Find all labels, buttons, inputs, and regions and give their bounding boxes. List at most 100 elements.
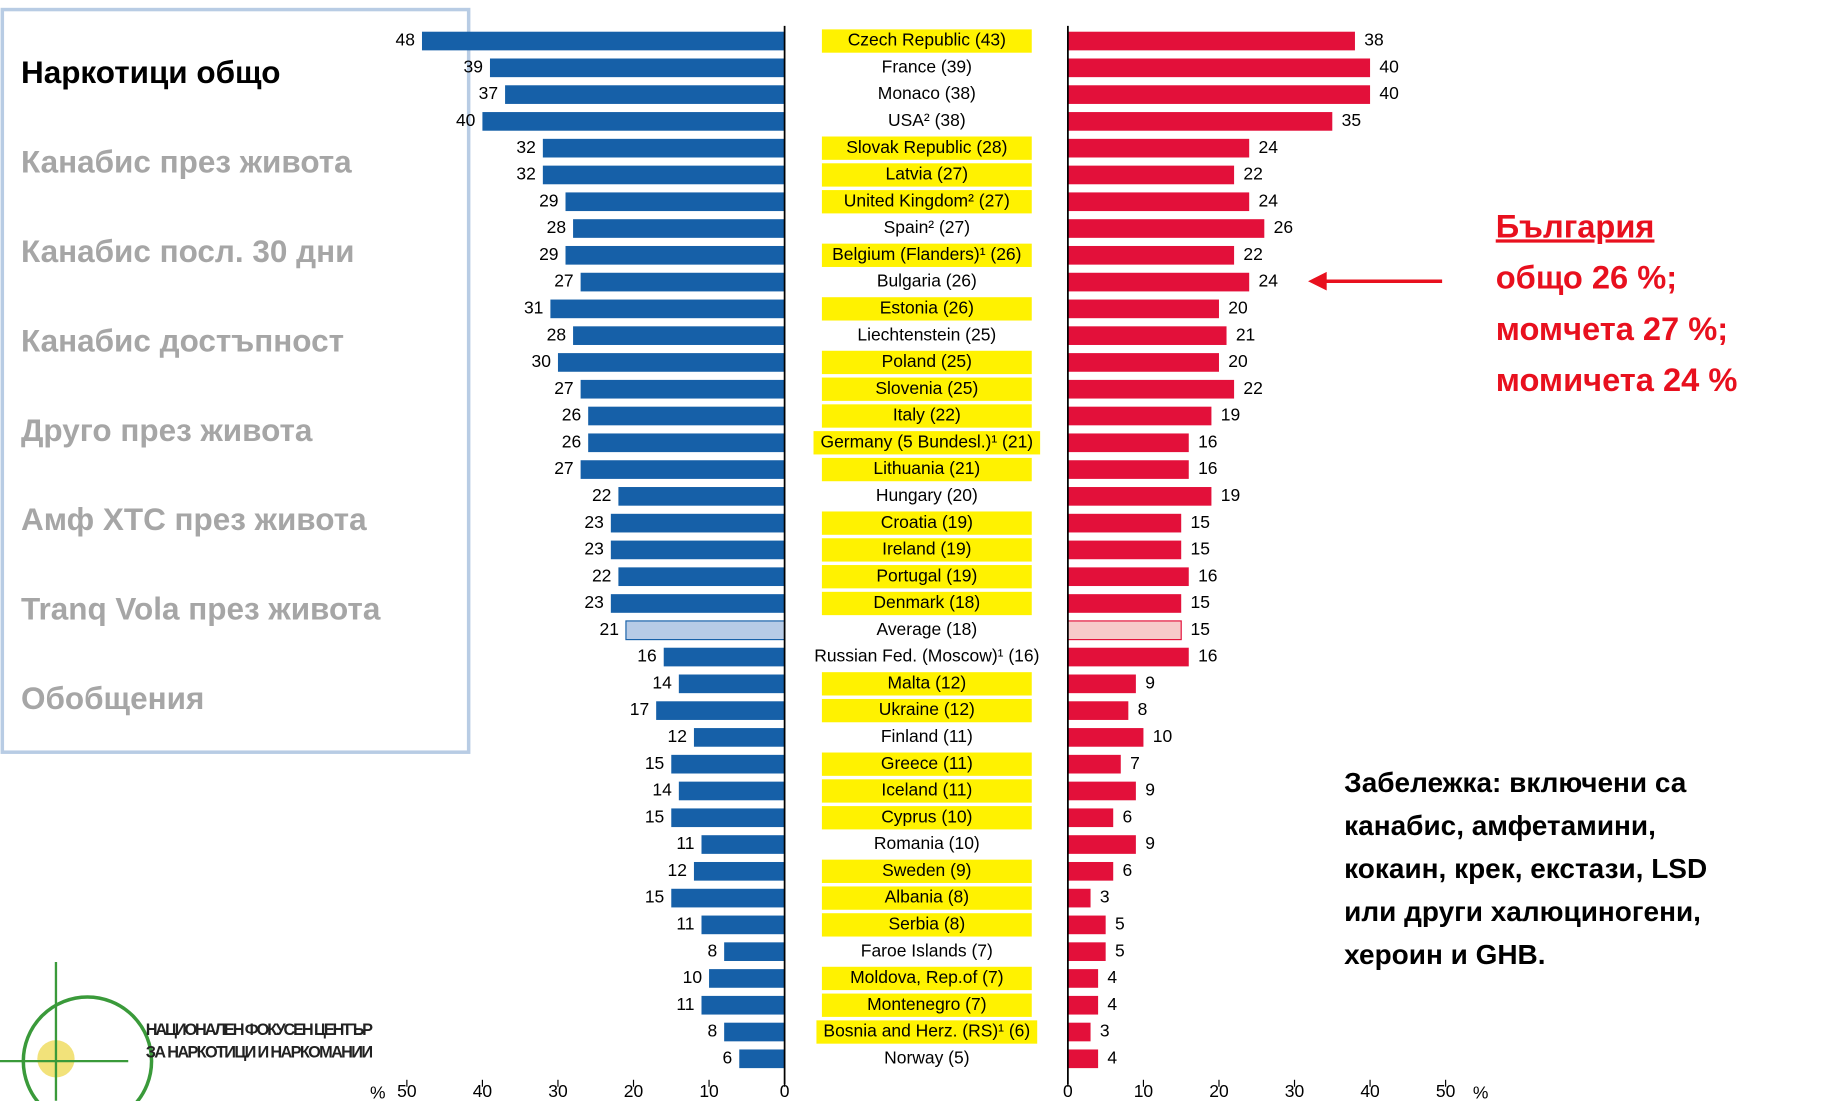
category-label: USA² (38) xyxy=(888,110,966,130)
bar xyxy=(1067,888,1091,908)
bar xyxy=(1067,835,1136,854)
value-label: 16 xyxy=(1198,431,1217,451)
bar xyxy=(1067,1022,1091,1042)
menu-item[interactable]: Друго през живота xyxy=(21,413,313,448)
category-label: Monaco (38) xyxy=(878,83,976,103)
x-tick-label: 30 xyxy=(548,1081,568,1101)
value-label: 5 xyxy=(1115,914,1125,934)
category-label: Liechtenstein (25) xyxy=(857,324,996,344)
bar xyxy=(618,487,785,506)
value-label: 11 xyxy=(676,994,694,1014)
x-axis-label: % xyxy=(1473,1082,1489,1101)
bar xyxy=(1067,379,1235,399)
menu-item[interactable]: Канабис достъпност xyxy=(21,323,344,358)
value-label: 27 xyxy=(554,378,573,398)
bar xyxy=(671,754,785,774)
x-tick-label: 30 xyxy=(1285,1081,1305,1101)
x-tick-label: 50 xyxy=(1436,1081,1456,1101)
note: канабис, амфетамини, xyxy=(1344,810,1656,841)
value-label: 6 xyxy=(1123,860,1133,880)
category-highlight xyxy=(821,538,1032,562)
arrow-head xyxy=(1308,271,1327,291)
value-label: 27 xyxy=(554,271,573,291)
category-highlight xyxy=(821,29,1032,53)
bar xyxy=(1067,272,1250,292)
category-label: Croatia (19) xyxy=(881,512,973,532)
bar xyxy=(671,888,785,908)
value-label: 15 xyxy=(645,887,664,907)
category-highlight xyxy=(821,752,1032,776)
x-axis-label: % xyxy=(370,1082,386,1101)
category-label: Spain² (27) xyxy=(884,217,970,237)
menu-item[interactable]: Tranq Vola през живота xyxy=(21,592,381,627)
bar xyxy=(610,594,785,613)
value-label: 40 xyxy=(1379,56,1399,76)
category-label: Sweden (9) xyxy=(882,860,971,880)
category-label: Norway (5) xyxy=(884,1047,969,1067)
category-label: United Kingdom² (27) xyxy=(844,190,1010,210)
bar xyxy=(565,245,785,265)
value-label: 4 xyxy=(1107,994,1117,1014)
category-label: Italy (22) xyxy=(893,405,961,425)
bar xyxy=(701,915,785,935)
menu-item[interactable]: Канабис посл. 30 дни xyxy=(21,234,355,269)
category-label: Russian Fed. (Moscow)¹ (16) xyxy=(814,646,1039,666)
logo-text: ЗА НАРКОТИЦИ И НАРКОМАНИИ xyxy=(146,1043,373,1061)
value-label: 16 xyxy=(1198,458,1217,478)
category-highlight xyxy=(821,966,1032,991)
bar xyxy=(1067,781,1136,801)
bar xyxy=(1067,754,1121,774)
value-label: 10 xyxy=(683,967,703,987)
category-highlight xyxy=(821,672,1032,696)
bar xyxy=(663,647,785,667)
value-label: 24 xyxy=(1259,190,1279,210)
value-label: 28 xyxy=(547,324,566,344)
value-label: 6 xyxy=(723,1047,733,1067)
bar xyxy=(1067,353,1219,372)
value-label: 40 xyxy=(1379,83,1399,103)
bar xyxy=(1067,219,1265,238)
value-label: 8 xyxy=(707,1021,717,1041)
note: хероин и GHB. xyxy=(1344,939,1545,970)
bar xyxy=(1067,620,1182,641)
bar xyxy=(580,272,785,292)
x-tick-label: 20 xyxy=(1209,1081,1229,1101)
category-label: Albania (8) xyxy=(885,887,969,907)
category-highlight xyxy=(821,377,1032,401)
category-highlight xyxy=(821,698,1032,723)
category-label: Slovenia (25) xyxy=(875,378,978,398)
bar xyxy=(588,433,785,453)
bar xyxy=(557,353,785,372)
note: Забележка: включени са xyxy=(1344,767,1687,798)
bar xyxy=(1067,701,1129,720)
menu-item[interactable]: Обобщения xyxy=(21,681,204,716)
menu-item[interactable]: Наркотици общо xyxy=(21,55,280,90)
x-tick-label: 20 xyxy=(624,1081,644,1101)
bar xyxy=(701,835,785,854)
menu-panel xyxy=(0,7,471,754)
category-label: Slovak Republic (28) xyxy=(846,137,1007,157)
value-label: 14 xyxy=(652,780,672,800)
menu-item[interactable]: Канабис през живота xyxy=(21,145,352,180)
value-label: 11 xyxy=(676,833,694,853)
bar xyxy=(1067,433,1189,453)
category-highlight xyxy=(821,163,1032,187)
category-label: Iceland (11) xyxy=(881,780,972,800)
category-highlight xyxy=(821,297,1032,321)
category-highlight xyxy=(821,511,1032,535)
x-tick-label: 0 xyxy=(780,1081,790,1101)
value-label: 20 xyxy=(1228,351,1248,371)
category-label: Greece (11) xyxy=(881,753,973,773)
menu-item[interactable]: Амф ХТС през живота xyxy=(21,502,367,537)
value-label: 22 xyxy=(1243,378,1262,398)
x-tick-label: 40 xyxy=(473,1081,493,1101)
x-tick-label: 10 xyxy=(699,1081,719,1101)
bar xyxy=(542,138,785,158)
bar xyxy=(1067,513,1182,533)
category-label: Montenegro (7) xyxy=(867,994,986,1014)
value-label: 26 xyxy=(562,431,581,451)
bar xyxy=(1067,460,1189,479)
bar xyxy=(1067,165,1235,185)
value-label: 9 xyxy=(1145,672,1155,692)
category-label: Bosnia and Herz. (RS)¹ (6) xyxy=(823,1021,1030,1041)
